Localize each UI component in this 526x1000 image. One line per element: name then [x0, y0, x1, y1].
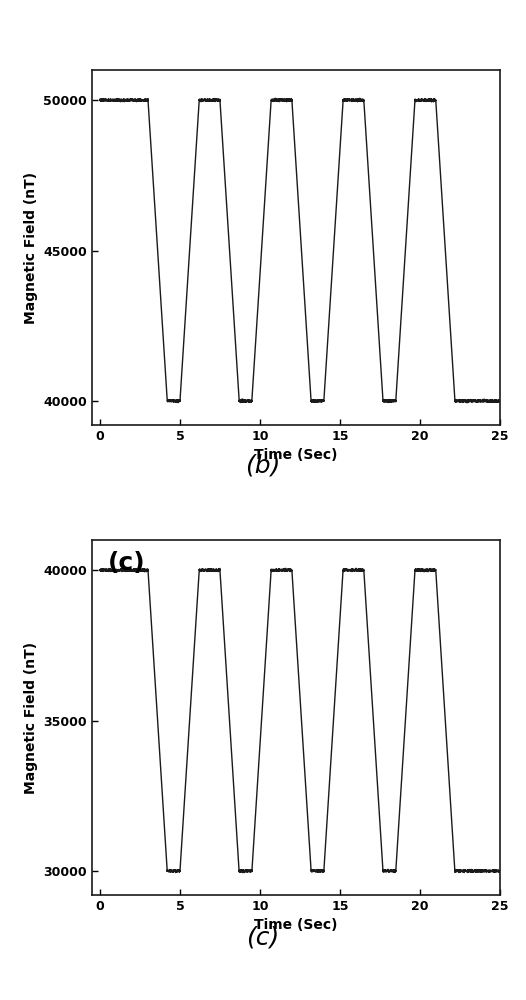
X-axis label: Time (Sec): Time (Sec)	[254, 918, 338, 932]
Text: (b): (b)	[245, 453, 281, 477]
Text: (c): (c)	[246, 925, 280, 949]
Text: (c): (c)	[108, 551, 146, 575]
Y-axis label: Magnetic Field (nT): Magnetic Field (nT)	[24, 171, 38, 324]
Y-axis label: Magnetic Field (nT): Magnetic Field (nT)	[24, 641, 38, 794]
X-axis label: Time (Sec): Time (Sec)	[254, 448, 338, 462]
